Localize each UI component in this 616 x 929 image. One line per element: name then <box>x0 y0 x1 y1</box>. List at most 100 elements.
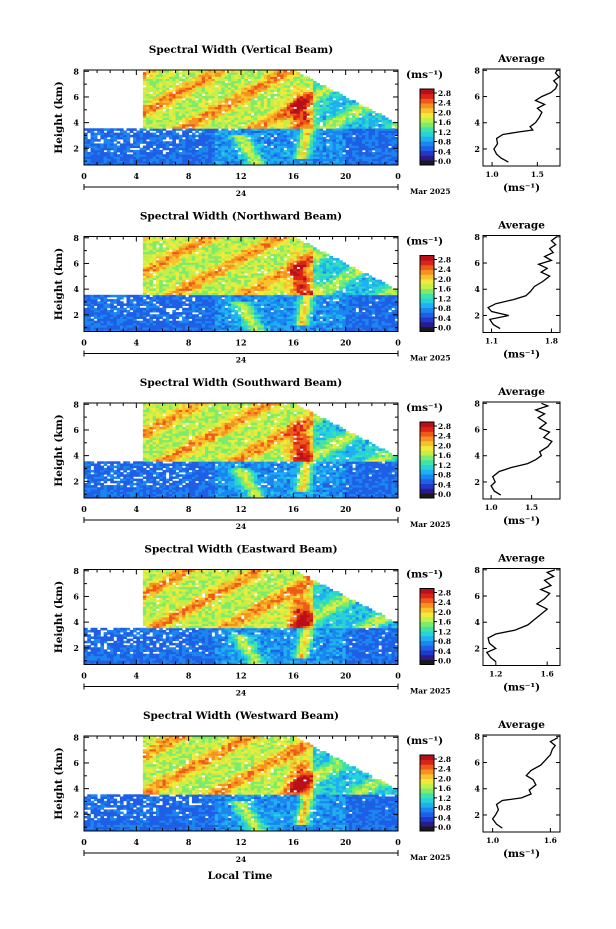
x-axis-label-local-time: Local Time <box>208 870 273 882</box>
average-title: Average <box>497 220 545 232</box>
x-tick-label: 4 <box>134 671 140 681</box>
y-tick-label: 4 <box>73 451 79 461</box>
panel-title: Spectral Width (Vertical Beam) <box>149 44 333 56</box>
panel-westward-beam: Spectral Width (Westward Beam)2468Height… <box>53 710 561 864</box>
colorbar-tick-label: 0.8 <box>438 304 451 313</box>
colorbar-tick-label: 2.8 <box>438 256 451 265</box>
y-tick-label: 4 <box>73 284 79 294</box>
average-profile-panel: Average 2 4 6 8 1.2 1.6(ms⁻¹) <box>474 553 561 694</box>
date-month-label: Mar 2025 <box>410 354 451 363</box>
colorbar-tick-label: 0.4 <box>438 314 451 323</box>
colorbar-tick-label: 1.6 <box>438 451 451 460</box>
colorbar-tick-label: 1.2 <box>438 627 451 636</box>
x-tick-label: 20 <box>340 671 352 681</box>
average-profile-line <box>485 569 556 663</box>
colorbar-tick-label: 2.8 <box>438 755 451 764</box>
x-tick-label: 4 <box>134 338 140 348</box>
colorbar-tick-label: 2.8 <box>438 89 451 98</box>
x-tick-label: 0 <box>81 504 87 514</box>
colorbar-tick-label: 2.8 <box>438 422 451 431</box>
colorbar-tick-label: 0.8 <box>438 471 451 480</box>
average-y-tick-label: 6 <box>474 425 480 435</box>
average-y-tick-label: 4 <box>474 451 480 461</box>
x-tick-label: 16 <box>288 837 300 847</box>
x-tick-label: 0 <box>81 338 87 348</box>
date-day-label: 24 <box>236 855 246 864</box>
average-x-axis-label: (ms⁻¹) <box>503 182 540 194</box>
colorbar-tick-label: 2.0 <box>438 774 451 783</box>
average-frame <box>482 235 561 333</box>
y-axis-label: Height (km) <box>53 248 65 320</box>
colorbar: 0.00.40.81.21.62.02.42.8 <box>419 754 451 832</box>
colorbar-tick-label: 2.4 <box>438 765 451 774</box>
average-title: Average <box>497 553 545 565</box>
y-tick-label: 8 <box>73 66 79 76</box>
x-tick-label: 8 <box>186 171 192 181</box>
average-y-tick-label: 4 <box>474 617 480 627</box>
y-axis-label: Height (km) <box>53 414 65 486</box>
heatmap-cells <box>84 70 399 166</box>
average-y-tick-label: 8 <box>474 731 480 741</box>
average-x-tick-label: 1.0 <box>485 503 498 512</box>
y-tick-label: 6 <box>73 92 79 102</box>
x-tick-label: 20 <box>340 338 352 348</box>
average-profile-line <box>487 236 557 330</box>
colorbar-tick-label: 2.4 <box>438 598 451 607</box>
x-tick-label: 0 <box>395 504 401 514</box>
y-tick-label: 6 <box>73 758 79 768</box>
average-x-axis-label: (ms⁻¹) <box>503 515 540 527</box>
average-profile-line <box>493 69 561 163</box>
average-y-tick-label: 6 <box>474 258 480 268</box>
x-tick-label: 16 <box>288 338 300 348</box>
colorbar-unit-label: (ms⁻¹) <box>406 569 443 581</box>
y-tick-label: 2 <box>73 310 79 320</box>
date-month-label: Mar 2025 <box>410 853 451 862</box>
average-title: Average <box>497 386 545 398</box>
average-y-tick-label: 2 <box>474 144 480 154</box>
average-y-tick-label: 2 <box>474 310 480 320</box>
colorbar-unit-label: (ms⁻¹) <box>406 69 443 81</box>
average-frame <box>482 734 561 833</box>
average-y-tick-label: 2 <box>474 643 480 653</box>
average-x-tick-label: 1.8 <box>545 337 558 346</box>
y-tick-label: 2 <box>73 643 79 653</box>
average-profile-panel: Average 2 4 6 8 1.0 1.5 (ms⁻¹) <box>474 53 561 194</box>
colorbar-tick-label: 0.0 <box>438 157 451 166</box>
y-axis-label: Height (km) <box>53 81 65 153</box>
colorbar-unit-label: (ms⁻¹) <box>406 402 443 414</box>
x-tick-label: 0 <box>395 671 401 681</box>
average-y-tick-label: 6 <box>474 92 480 102</box>
colorbar-tick-label: 0.0 <box>438 490 451 499</box>
average-y-tick-label: 4 <box>474 118 480 128</box>
colorbar-tick-label: 0.0 <box>438 823 451 832</box>
x-tick-label: 0 <box>81 171 87 181</box>
date-month-label: Mar 2025 <box>410 520 451 529</box>
average-frame <box>482 401 561 500</box>
date-day-label: 24 <box>236 522 246 531</box>
heatmap-cells <box>84 569 399 665</box>
y-axis-label: Height (km) <box>53 581 65 653</box>
colorbar: 0.00.40.81.21.62.02.42.8 <box>419 255 451 333</box>
colorbar-tick-label: 1.6 <box>438 118 451 127</box>
average-x-tick-label: 1.0 <box>486 836 499 845</box>
x-tick-label: 8 <box>186 837 192 847</box>
colorbar-tick-label: 2.4 <box>438 265 451 274</box>
date-month-label: Mar 2025 <box>410 187 451 196</box>
panel-southward-beam: Spectral Width (Southward Beam)2468Heigh… <box>53 377 561 531</box>
colorbar-tick-label: 2.0 <box>438 441 451 450</box>
average-x-tick-label: 1.5 <box>525 503 538 512</box>
x-tick-label: 12 <box>235 671 246 681</box>
y-tick-label: 2 <box>73 476 79 486</box>
y-axis-label: Height (km) <box>53 747 65 819</box>
panel-eastward-beam: Spectral Width (Eastward Beam)2468Height… <box>53 544 561 698</box>
colorbar-tick-label: 0.4 <box>438 147 451 156</box>
average-x-axis-label: (ms⁻¹) <box>503 682 540 694</box>
average-y-tick-label: 2 <box>474 810 480 820</box>
y-tick-label: 6 <box>73 425 79 435</box>
colorbar-tick-label: 1.6 <box>438 618 451 627</box>
x-tick-label: 20 <box>340 504 352 514</box>
x-tick-label: 12 <box>235 338 246 348</box>
x-tick-label: 0 <box>81 671 87 681</box>
x-tick-label: 16 <box>288 671 300 681</box>
average-y-tick-label: 2 <box>474 477 480 487</box>
